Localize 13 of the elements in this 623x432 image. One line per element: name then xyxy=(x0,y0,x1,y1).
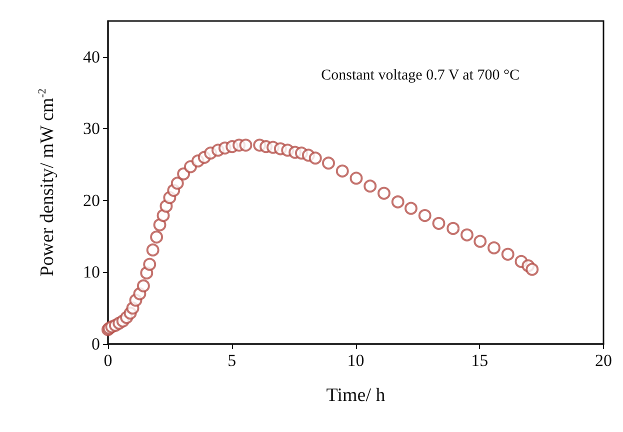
x-tick-label: 20 xyxy=(595,351,612,370)
y-tick-label: 0 xyxy=(92,334,100,354)
x-tick-label: 15 xyxy=(471,351,488,370)
y-tick-label: 10 xyxy=(83,262,100,282)
x-tick-label: 0 xyxy=(104,351,112,370)
y-tick-label: 20 xyxy=(83,190,100,210)
annotation: Constant voltage 0.7 V at 700 °C xyxy=(321,68,520,84)
y-tick-label: 40 xyxy=(83,47,100,66)
x-axis-title: Time/ h xyxy=(326,385,386,406)
y-tick-label: 30 xyxy=(83,119,100,138)
y-axis-title: Power density/ mW cm-2 xyxy=(36,88,58,276)
x-tick-label: 5 xyxy=(228,351,236,370)
x-tick-label: 10 xyxy=(347,351,364,370)
